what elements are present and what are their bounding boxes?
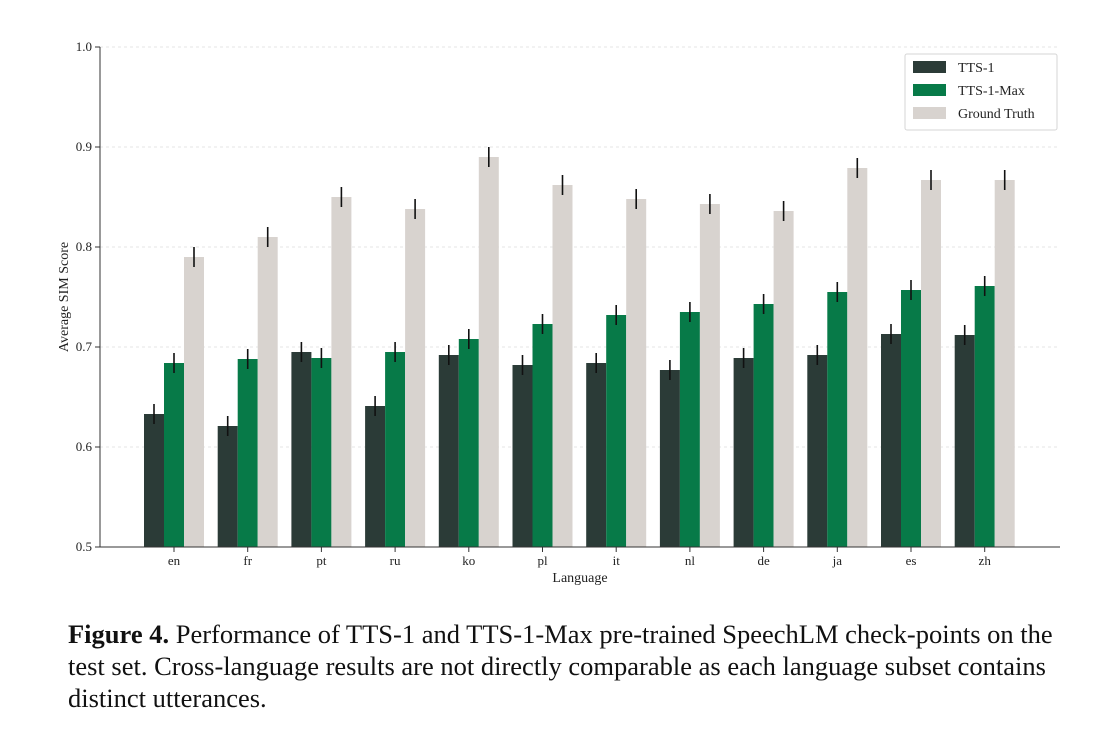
x-tick-label: es: [906, 553, 917, 568]
bar-tts-1: [586, 363, 607, 547]
bar-chart: 0.50.60.70.80.91.0 en fr pt ru ko pl it nl de ja e…: [57, 39, 1060, 586]
caption-text: Performance of TTS-1 and TTS-1-Max pre-t…: [68, 619, 1053, 713]
bar-tts-1-max: [237, 359, 258, 547]
x-axis-title: Language: [552, 571, 607, 586]
y-tick-label: 0.9: [76, 139, 92, 154]
y-tick-labels: 0.5 0.6 0.7 0.8 0.9 1.0: [76, 39, 93, 554]
y-axis-title: Average SIM Score: [57, 242, 72, 352]
bar-tts-1-max: [385, 352, 406, 547]
x-tick-label: zh: [979, 553, 992, 568]
bar-tts-1-max: [458, 339, 479, 547]
bar-tts-1: [217, 426, 238, 547]
y-tick-label: 0.5: [76, 539, 92, 554]
figure-label: Figure 4.: [68, 619, 170, 649]
error-bar-group: [153, 147, 1006, 436]
x-tick-label: ru: [390, 553, 401, 568]
bar-ground-truth: [847, 168, 868, 547]
legend-swatch-tts-1-max: [913, 84, 946, 96]
x-tick-label: nl: [685, 553, 696, 568]
legend-swatch-ground-truth: [913, 107, 946, 119]
legend-label-tts-1: TTS-1: [958, 61, 995, 76]
bar-tts-1-max: [606, 315, 627, 547]
bar-ground-truth: [331, 197, 352, 547]
bar-tts-1: [954, 335, 975, 547]
x-tick-label: en: [168, 553, 181, 568]
bar-tts-1: [881, 334, 901, 547]
bar-ground-truth: [184, 257, 204, 547]
bar-tts-1-max: [532, 324, 553, 547]
bar-tts-1-max: [679, 312, 700, 547]
axes: [95, 46, 1060, 552]
legend: TTS-1 TTS-1-Max Ground Truth: [904, 53, 1058, 131]
bar-tts-1: [807, 355, 828, 547]
bar-tts-1-max: [164, 363, 184, 547]
y-tick-label: 0.7: [76, 339, 93, 354]
bar-ground-truth: [921, 180, 941, 547]
bar-tts-1: [733, 358, 754, 547]
bar-tts-1: [438, 355, 459, 547]
figure-caption: Figure 4. Performance of TTS-1 and TTS-1…: [68, 618, 1058, 714]
x-tick-label: fr: [243, 553, 252, 568]
y-tick-label: 0.8: [76, 239, 92, 254]
legend-label-tts-1-max: TTS-1-Max: [958, 84, 1025, 99]
bar-tts-1-max: [901, 290, 921, 547]
bar-tts-1: [659, 370, 680, 547]
x-tick-labels: en fr pt ru ko pl it nl de ja es zh: [168, 553, 991, 568]
x-tick-label: pt: [316, 553, 327, 568]
x-tick-label: pl: [537, 553, 548, 568]
bar-ground-truth: [552, 185, 573, 547]
x-tick-label: ko: [462, 553, 475, 568]
y-tick-label: 1.0: [76, 39, 92, 54]
bar-tts-1-max: [311, 358, 332, 547]
bar-tts-1-max: [827, 292, 848, 547]
x-tick-label: it: [613, 553, 621, 568]
bar-ground-truth: [478, 157, 499, 547]
bar-tts-1: [512, 365, 533, 547]
bar-ground-truth: [699, 204, 720, 547]
bar-tts-1-max: [753, 304, 774, 547]
bar-tts-1-max: [974, 286, 995, 547]
bar-ground-truth: [994, 180, 1015, 547]
bar-tts-1: [144, 414, 164, 547]
bar-tts-1: [291, 352, 312, 547]
y-tick-label: 0.6: [76, 439, 93, 454]
bar-ground-truth: [405, 209, 426, 547]
legend-label-ground-truth: Ground Truth: [958, 107, 1035, 122]
bar-tts-1: [365, 406, 386, 547]
x-tick-label: de: [757, 553, 770, 568]
bar-ground-truth: [773, 211, 794, 547]
bar-ground-truth: [626, 199, 647, 547]
legend-swatch-tts-1: [913, 61, 946, 73]
bar-ground-truth: [257, 237, 278, 547]
x-tick-label: ja: [832, 553, 843, 568]
bar-group: [144, 157, 1015, 547]
